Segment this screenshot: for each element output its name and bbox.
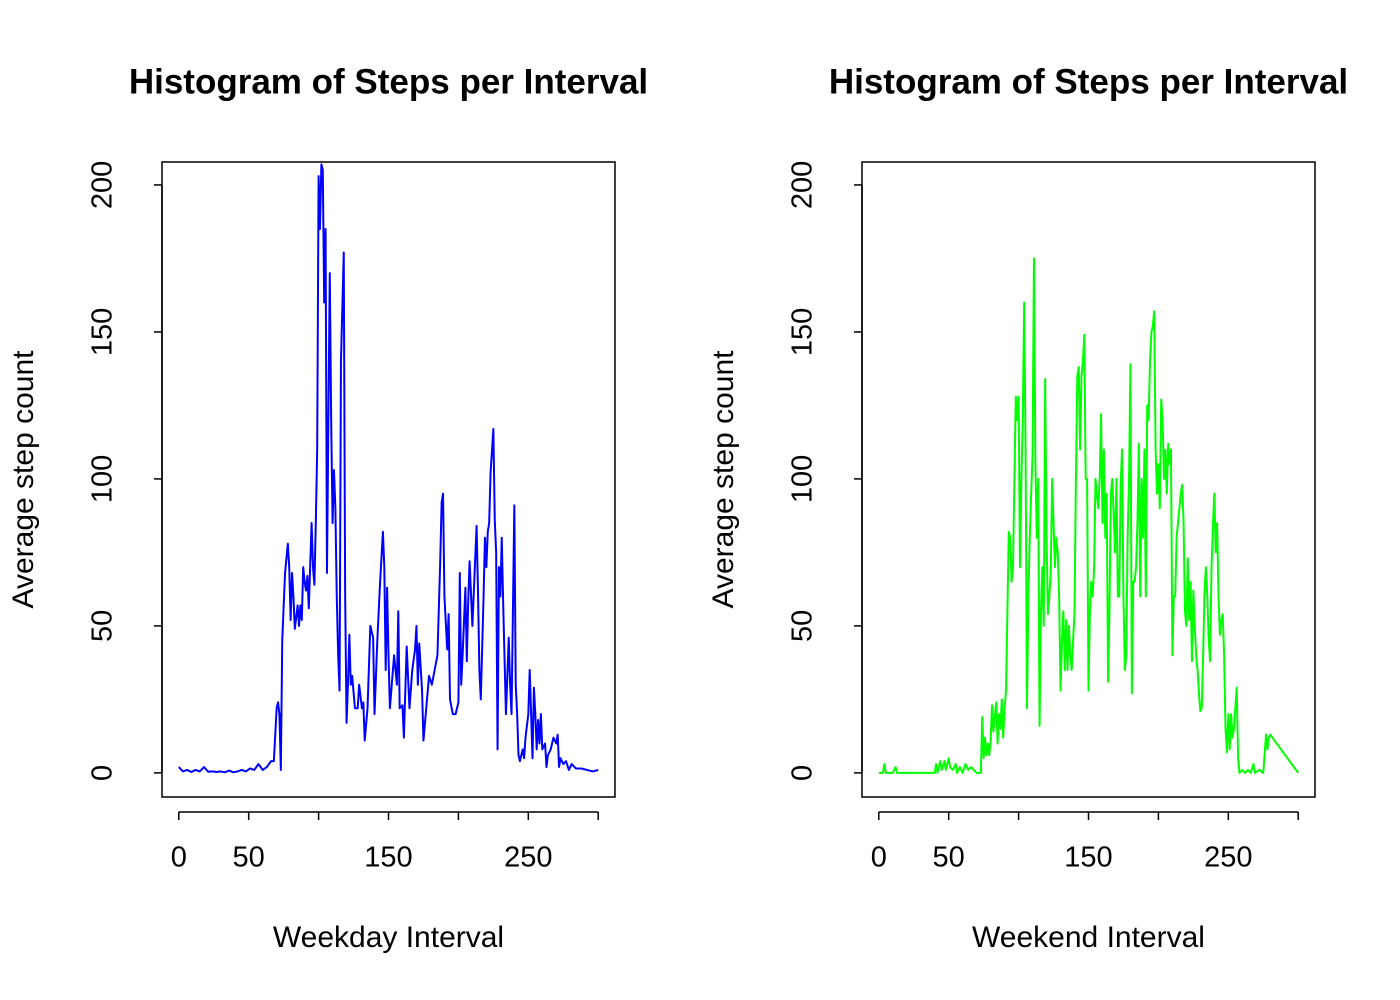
x-tick-label: 50 [233,842,265,874]
x-tick-label: 0 [871,842,887,874]
y-tick-label: 0 [787,765,819,781]
panel: Histogram of Steps per Interval Weekend I… [707,62,1348,954]
plot-area [178,163,599,774]
plot-frame [861,161,1316,798]
data-line [178,163,599,774]
x-tick-label: 0 [171,842,187,874]
y-tick-label: 100 [787,455,819,503]
x-tick-label: 250 [504,842,552,874]
x-tick-label: 150 [364,842,412,874]
y-tick-label: 50 [87,610,119,642]
y-tick-label: 200 [787,161,819,209]
axes: 0 50 100 150 200 0 50 150 250 [87,161,599,874]
chart-title: Histogram of Steps per Interval [829,62,1348,101]
plot-frame [161,161,616,798]
y-axis-label: Average step count [7,350,40,609]
y-tick-label: 100 [87,455,119,503]
plot-area [878,257,1300,774]
y-tick-label: 50 [787,610,819,642]
y-tick-label: 0 [87,765,119,781]
y-axis-label: Average step count [707,350,740,609]
x-tick-label: 250 [1204,842,1252,874]
axes: 0 50 100 150 200 0 50 150 250 [787,161,1299,874]
x-axis-label: Weekend Interval [972,921,1205,954]
x-tick-label: 50 [933,842,965,874]
y-tick-label: 200 [87,161,119,209]
x-tick-label: 150 [1064,842,1112,874]
panel: Histogram of Steps per Interval Weekday I… [7,62,648,954]
chart-title: Histogram of Steps per Interval [129,62,648,101]
y-tick-label: 150 [787,308,819,356]
x-axis-label: Weekday Interval [273,921,504,954]
y-tick-label: 150 [87,308,119,356]
data-line [878,257,1300,774]
